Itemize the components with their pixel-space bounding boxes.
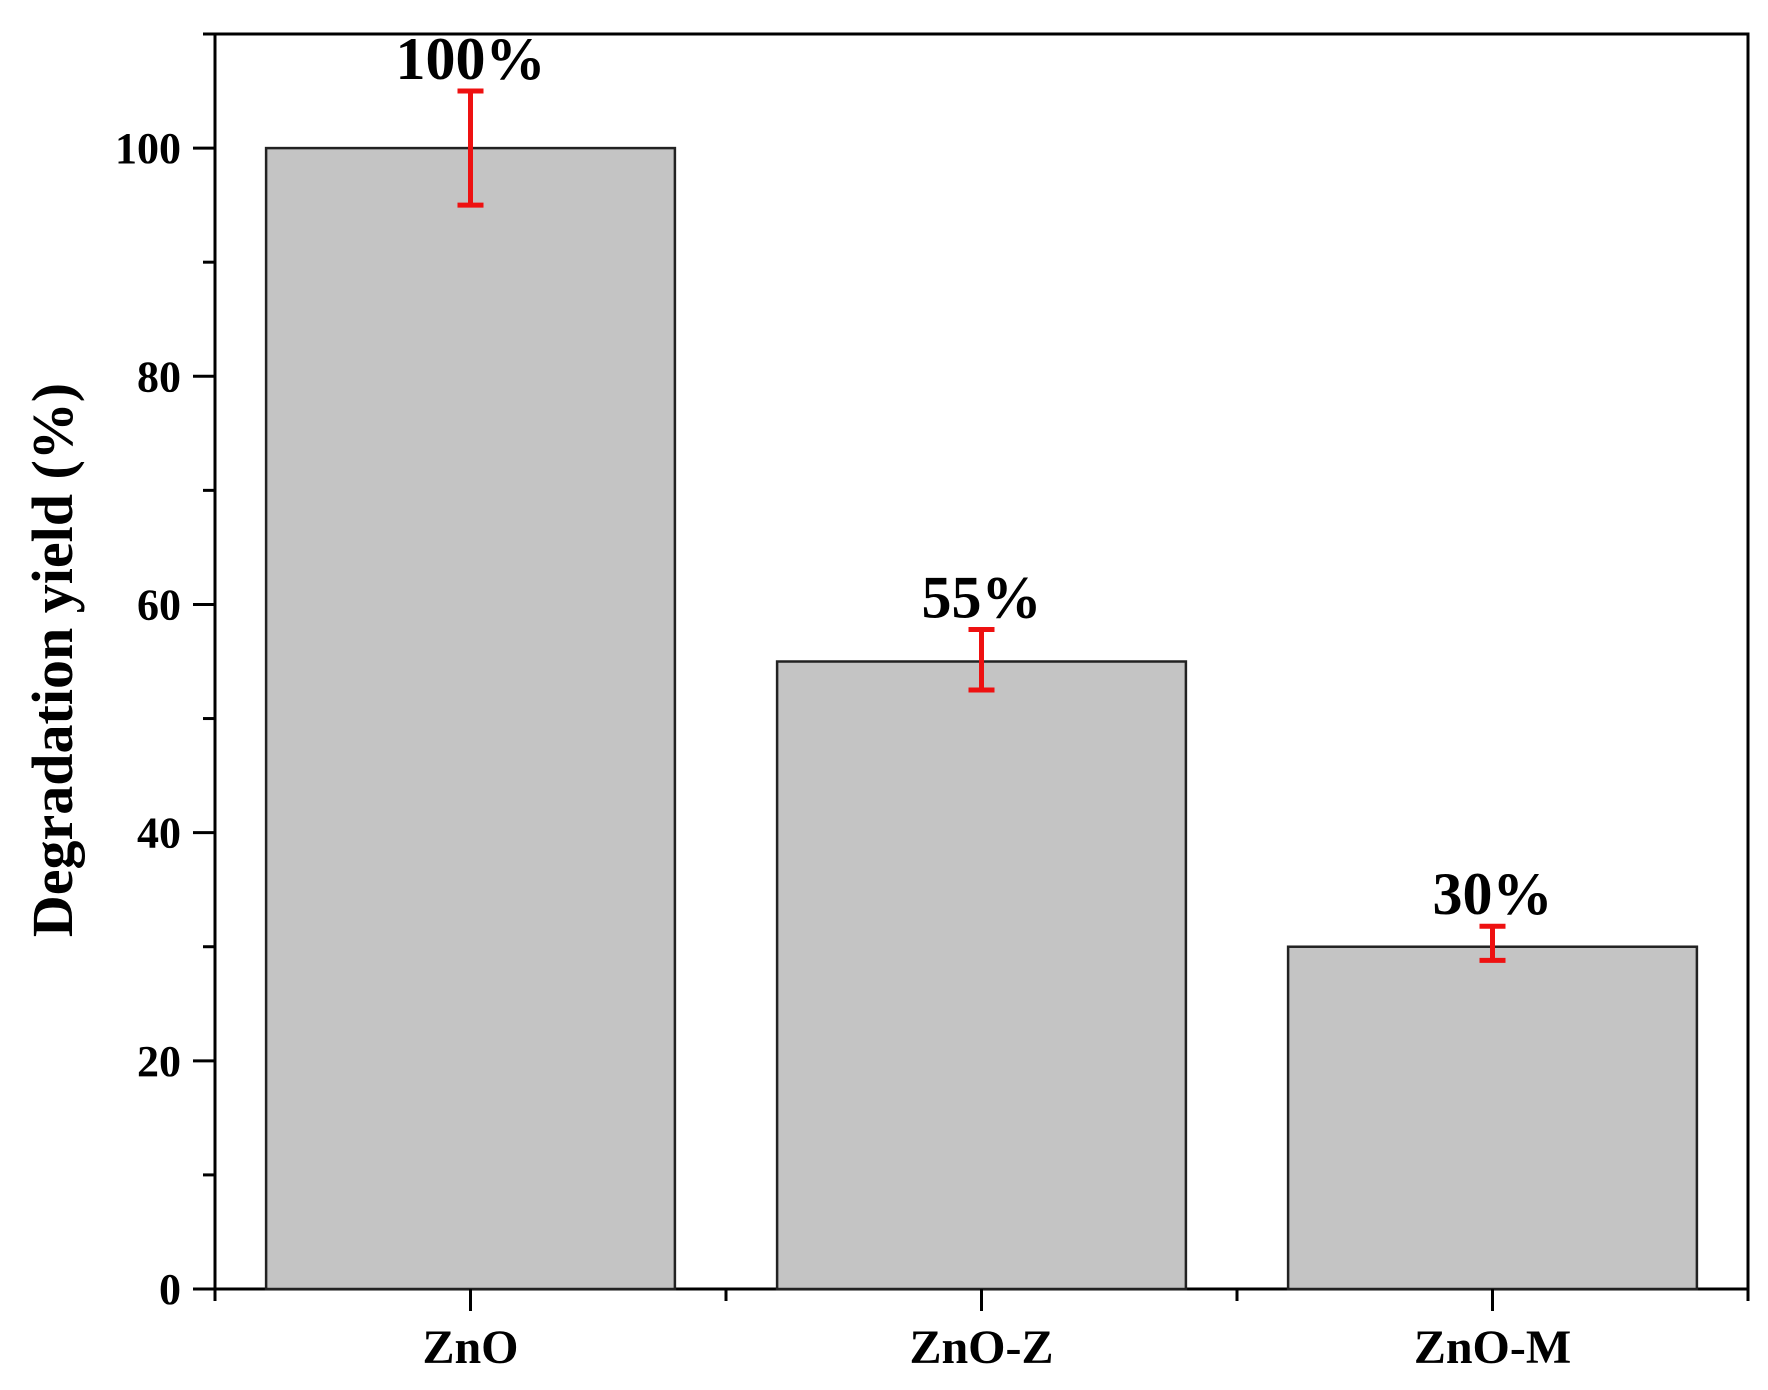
- x-tick-label-zno: ZnO: [422, 1321, 518, 1374]
- x-axis: ZnO ZnO-Z ZnO-M: [213, 1289, 1750, 1374]
- bars-layer: [264, 146, 1699, 1291]
- error-bar-zno-m: [1479, 923, 1506, 963]
- y-axis-title: Degradation yield (%): [20, 383, 85, 937]
- y-tick-label: 40: [137, 809, 181, 858]
- data-label-zno: 100%: [396, 26, 546, 92]
- y-axis: 0 20 40 60 80 100: [115, 32, 215, 1314]
- y-tick-label: 20: [137, 1037, 181, 1086]
- y-tick-label: 0: [159, 1265, 181, 1314]
- bar-zno: [264, 146, 677, 1291]
- y-tick-label: 60: [137, 580, 181, 629]
- x-tick-label-zno-z: ZnO-Z: [909, 1321, 1053, 1374]
- error-bar-zno-z: [968, 627, 995, 693]
- data-labels-layer: 100% 55% 30%: [396, 26, 1553, 927]
- bar-zno-z: [775, 660, 1188, 1291]
- y-tick-label: 80: [137, 352, 181, 401]
- y-tick-label: 100: [115, 124, 181, 173]
- data-label-zno-z: 55%: [922, 565, 1042, 631]
- data-label-zno-m: 30%: [1433, 861, 1553, 927]
- error-bars-layer: [457, 88, 1506, 963]
- bar-zno-m: [1286, 945, 1699, 1291]
- error-bar-zno: [457, 88, 484, 208]
- x-tick-label-zno-m: ZnO-M: [1414, 1321, 1571, 1374]
